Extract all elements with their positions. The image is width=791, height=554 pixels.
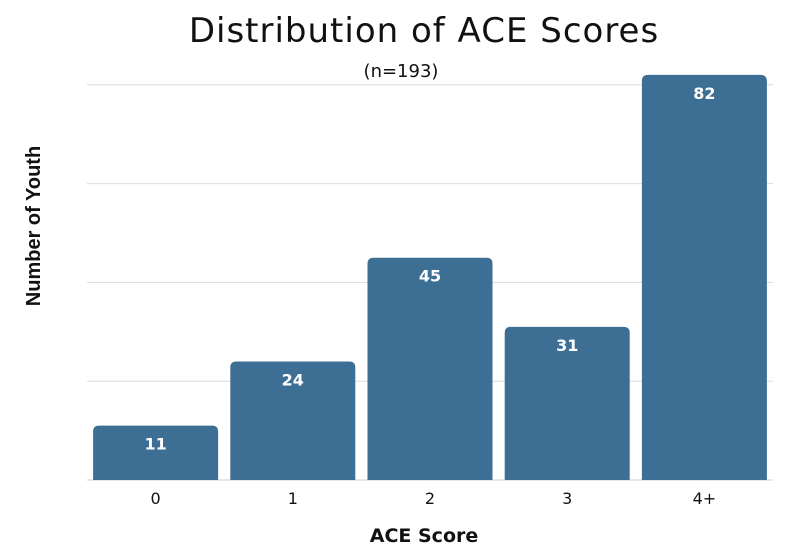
bar-value-label: 11 bbox=[144, 435, 166, 454]
y-axis-label: Number of Youth bbox=[23, 146, 45, 306]
x-tick-label: 4+ bbox=[693, 489, 717, 508]
bar-value-label: 31 bbox=[556, 336, 578, 355]
x-tick-label: 3 bbox=[562, 489, 572, 508]
bar-data-labels: 11 24 45 31 82 bbox=[144, 84, 715, 454]
bar-2 bbox=[367, 257, 493, 480]
bar-value-label: 82 bbox=[693, 84, 715, 103]
bar-1 bbox=[230, 361, 356, 480]
bar-3 bbox=[504, 326, 630, 480]
bars bbox=[93, 74, 767, 481]
x-axis-tick-labels: 0 1 2 3 4+ bbox=[151, 489, 717, 508]
x-tick-label: 1 bbox=[288, 489, 298, 508]
bar-value-label: 45 bbox=[419, 267, 441, 286]
x-tick-label: 2 bbox=[425, 489, 435, 508]
x-axis-label: ACE Score bbox=[370, 525, 479, 547]
bar-0 bbox=[93, 425, 219, 480]
chart-title: Distribution of ACE Scores bbox=[189, 11, 659, 51]
chart-subtitle: (n=193) bbox=[364, 61, 439, 82]
bar-value-label: 24 bbox=[282, 370, 304, 389]
x-tick-label: 0 bbox=[151, 489, 161, 508]
bar-4plus bbox=[641, 74, 767, 481]
